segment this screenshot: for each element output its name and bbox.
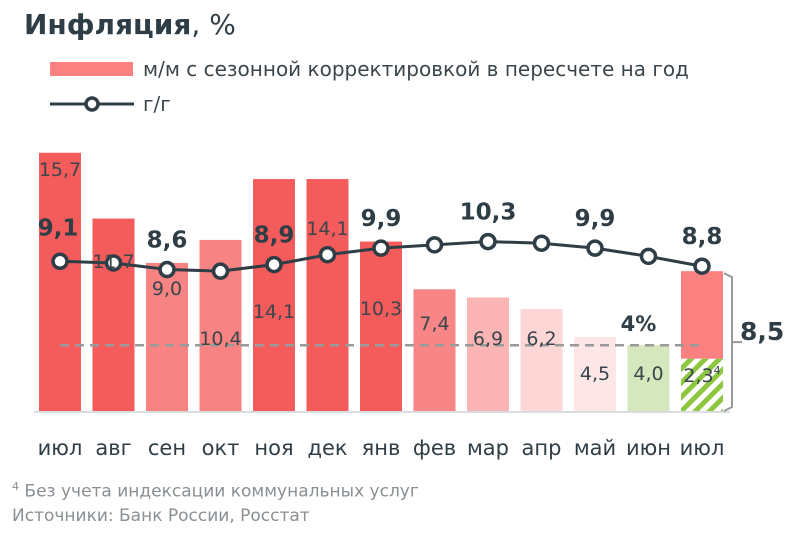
yoy-point bbox=[425, 236, 444, 254]
x-tick-label: фев bbox=[413, 436, 456, 460]
x-tick-label: июн bbox=[626, 436, 671, 460]
legend-label-line: г/г bbox=[143, 92, 171, 116]
chart-title: Инфляция, % bbox=[24, 8, 236, 41]
bar-value-label: 14,1 bbox=[253, 301, 295, 323]
legend-line-marker-icon bbox=[50, 96, 134, 112]
legend-item-line: г/г bbox=[50, 92, 171, 116]
bar-value-label: 9,0 bbox=[152, 278, 182, 300]
bar bbox=[92, 218, 135, 411]
footnote-1: 4 Без учета индексации коммунальных услу… bbox=[12, 480, 419, 502]
bar-value-label: 6,9 bbox=[473, 328, 503, 350]
bar-value-label: 4,0 bbox=[633, 363, 663, 385]
yoy-point bbox=[479, 232, 497, 251]
bar-hatched bbox=[681, 358, 723, 411]
x-tick-label: окт bbox=[202, 436, 240, 460]
bar bbox=[467, 297, 509, 411]
x-tick-label: апр bbox=[522, 436, 562, 460]
bar bbox=[360, 241, 402, 411]
x-tick-label: май bbox=[574, 436, 616, 460]
bar-value-label: 11,7 bbox=[92, 251, 134, 273]
x-tick-label: мар bbox=[467, 436, 509, 460]
yoy-point bbox=[158, 260, 176, 279]
yoy-value-label: 9,9 bbox=[361, 206, 402, 232]
footnote-2: Источники: Банк России, Росстат bbox=[12, 506, 310, 526]
bar bbox=[413, 289, 456, 411]
yoy-point bbox=[586, 239, 604, 257]
yoy-point bbox=[51, 252, 69, 271]
x-tick-label: янв bbox=[362, 436, 401, 460]
bar bbox=[253, 179, 295, 411]
yoy-value-label: 8,6 bbox=[147, 228, 188, 254]
yoy-value-label: 9,1 bbox=[38, 215, 79, 241]
footnote-1-text: Без учета индексации коммунальных услуг bbox=[19, 481, 419, 502]
legend-label-bars: м/м с сезонной корректировкой в пересчет… bbox=[143, 57, 689, 81]
x-tick-label: июл bbox=[38, 436, 83, 460]
yoy-value-label: 8,8 bbox=[682, 224, 723, 250]
bar bbox=[574, 336, 616, 411]
bar-value-label: 7,4 bbox=[419, 313, 449, 335]
legend-swatch-bar bbox=[50, 62, 133, 76]
footnote-2-text: Источники: Банк России, Росстат bbox=[12, 506, 310, 526]
bar bbox=[146, 262, 188, 411]
x-tick-label: сен bbox=[148, 436, 186, 460]
bar-value-label: 4,5 bbox=[580, 363, 610, 385]
bracket bbox=[723, 272, 742, 412]
yoy-point bbox=[211, 262, 230, 280]
bar-upper bbox=[681, 271, 723, 359]
footnote-1-marker: 4 bbox=[12, 480, 19, 493]
yoy-value-label: 8,9 bbox=[254, 223, 295, 249]
yoy-point bbox=[104, 254, 123, 272]
x-tick-label: дек bbox=[307, 436, 347, 460]
bar-value-label: 10,3 bbox=[360, 298, 402, 320]
title-unit: , % bbox=[191, 8, 236, 41]
bar bbox=[627, 345, 670, 411]
x-tick-label: авг bbox=[95, 436, 131, 460]
yoy-point bbox=[693, 257, 711, 275]
legend-item-bars: м/м с сезонной корректировкой в пересчет… bbox=[50, 57, 689, 81]
bar bbox=[306, 179, 349, 411]
yoy-value-label: 9,9 bbox=[575, 206, 616, 232]
x-tick-label: июл bbox=[680, 436, 725, 460]
bar bbox=[39, 152, 81, 412]
x-tick-label: ноя bbox=[254, 436, 293, 460]
bar-value-label: 6,2 bbox=[526, 328, 556, 350]
yoy-point bbox=[372, 239, 390, 257]
bracket-label: 8,5 bbox=[740, 317, 784, 346]
bar-value-label: 10,4 bbox=[199, 328, 241, 350]
footnote-marker: 4 bbox=[714, 364, 721, 377]
yoy-point bbox=[532, 234, 551, 252]
bar bbox=[520, 309, 563, 411]
yoy-point bbox=[265, 255, 283, 274]
bar-value-label: 14,1 bbox=[306, 218, 348, 240]
bar-value-label: 15,7 bbox=[39, 159, 81, 181]
yoy-point bbox=[639, 247, 658, 266]
target-label: 4% bbox=[621, 312, 657, 336]
bar-value-label: 2,34 bbox=[683, 364, 720, 387]
title-bold: Инфляция bbox=[24, 8, 192, 41]
yoy-value-label: 10,3 bbox=[460, 200, 517, 226]
yoy-point bbox=[318, 245, 337, 264]
